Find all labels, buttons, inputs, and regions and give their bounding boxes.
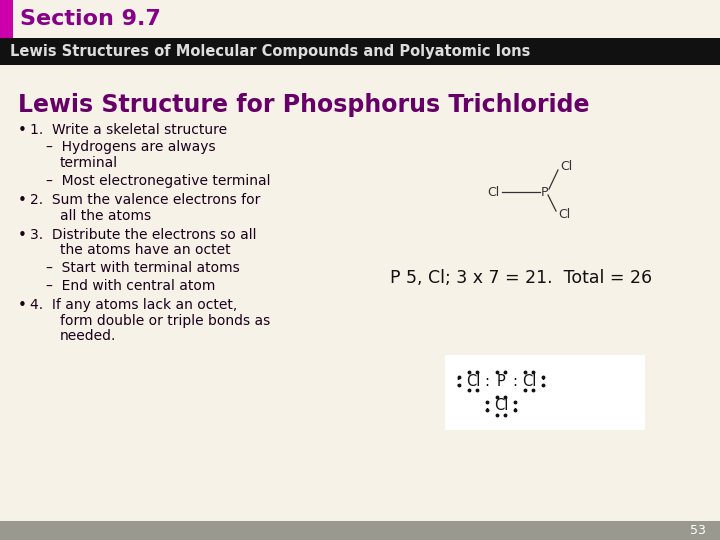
- Text: –  Most electronegative terminal: – Most electronegative terminal: [46, 173, 271, 187]
- Text: Cl: Cl: [560, 160, 572, 173]
- Text: •: •: [18, 228, 27, 243]
- Text: needed.: needed.: [60, 329, 117, 343]
- Text: –  End with central atom: – End with central atom: [46, 279, 215, 293]
- Text: •: •: [18, 193, 27, 208]
- Bar: [0, 0, 13, 38]
- Text: •: •: [18, 123, 27, 138]
- Text: 4.  If any atoms lack an octet,: 4. If any atoms lack an octet,: [30, 298, 238, 312]
- Text: Cl: Cl: [466, 374, 480, 388]
- Text: 2.  Sum the valence electrons for: 2. Sum the valence electrons for: [30, 193, 261, 207]
- Text: 53: 53: [690, 523, 706, 537]
- Text: :: :: [485, 399, 490, 414]
- Text: Lewis Structures of Molecular Compounds and Polyatomic Ions: Lewis Structures of Molecular Compounds …: [10, 44, 531, 59]
- Text: form double or triple bonds as: form double or triple bonds as: [60, 314, 270, 327]
- Text: Cl: Cl: [558, 207, 570, 220]
- Text: :: :: [513, 374, 518, 388]
- Text: 3.  Distribute the electrons so all: 3. Distribute the electrons so all: [30, 228, 256, 242]
- Text: P: P: [497, 374, 505, 388]
- Text: Lewis Structure for Phosphorus Trichloride: Lewis Structure for Phosphorus Trichlori…: [18, 93, 590, 117]
- Text: :: :: [485, 374, 490, 388]
- Text: the atoms have an octet: the atoms have an octet: [60, 244, 230, 258]
- Text: :: :: [541, 374, 546, 388]
- Text: :: :: [456, 374, 461, 388]
- Text: 1.  Write a skeletal structure: 1. Write a skeletal structure: [30, 123, 227, 137]
- Text: P: P: [541, 186, 549, 199]
- Bar: [0, 0, 720, 38]
- Text: terminal: terminal: [60, 156, 118, 170]
- Text: P 5, Cl; 3 x 7 = 21.  Total = 26: P 5, Cl; 3 x 7 = 21. Total = 26: [390, 269, 652, 287]
- Text: –  Hydrogens are always: – Hydrogens are always: [46, 140, 215, 154]
- Text: all the atoms: all the atoms: [60, 208, 151, 222]
- Text: –  Start with terminal atoms: – Start with terminal atoms: [46, 261, 240, 275]
- Text: Cl: Cl: [487, 186, 500, 199]
- Text: Cl: Cl: [494, 399, 508, 414]
- Text: Cl: Cl: [522, 374, 536, 388]
- Text: :: :: [513, 399, 518, 414]
- Bar: [0, 38, 720, 65]
- Bar: [445, 355, 645, 430]
- Bar: [0, 521, 720, 540]
- Text: Section 9.7: Section 9.7: [20, 9, 161, 29]
- Text: •: •: [18, 298, 27, 313]
